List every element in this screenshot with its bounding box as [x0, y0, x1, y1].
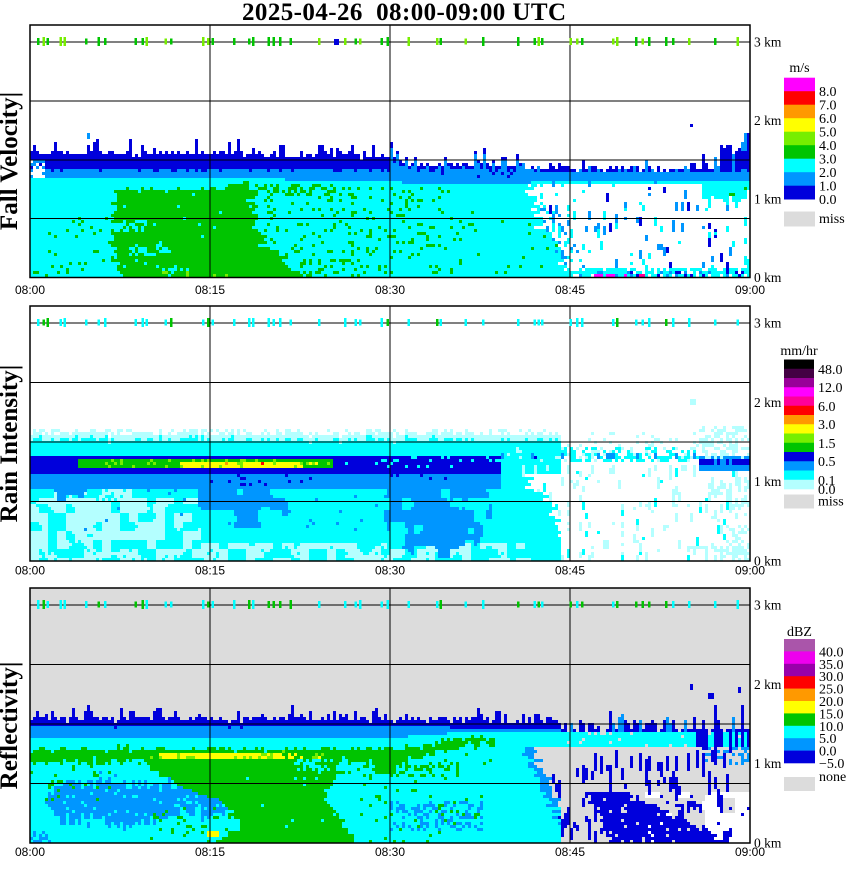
svg-text:08:00: 08:00: [15, 564, 45, 578]
svg-text:1 km: 1 km: [754, 192, 782, 207]
svg-text:25.0: 25.0: [819, 683, 844, 698]
svg-text:dBZ: dBZ: [787, 625, 812, 640]
svg-text:09:00: 09:00: [735, 564, 765, 578]
svg-text:30.0: 30.0: [819, 670, 844, 685]
svg-text:Reflectivity|: Reflectivity|: [0, 662, 23, 790]
svg-text:3 km: 3 km: [754, 316, 782, 331]
svg-text:10.0: 10.0: [819, 720, 844, 735]
svg-text:none: none: [819, 770, 846, 785]
svg-text:4.0: 4.0: [819, 139, 837, 154]
svg-text:0.5: 0.5: [818, 455, 836, 470]
svg-text:09:00: 09:00: [735, 845, 765, 859]
svg-text:08:15: 08:15: [195, 845, 225, 859]
svg-text:48.0: 48.0: [818, 363, 843, 378]
svg-text:08:00: 08:00: [15, 283, 45, 297]
svg-text:5.0: 5.0: [819, 732, 837, 747]
svg-text:0.0: 0.0: [819, 193, 837, 208]
svg-text:0.0: 0.0: [818, 483, 836, 498]
svg-text:0 km: 0 km: [754, 270, 782, 285]
svg-text:09:00: 09:00: [735, 283, 765, 297]
svg-text:35.0: 35.0: [819, 658, 844, 673]
svg-text:3 km: 3 km: [754, 598, 782, 613]
svg-text:0.0: 0.0: [819, 745, 837, 760]
svg-text:0 km: 0 km: [754, 554, 782, 569]
svg-text:Rain Intensity|: Rain Intensity|: [0, 365, 23, 523]
svg-text:7.0: 7.0: [819, 99, 837, 114]
svg-text:2 km: 2 km: [754, 395, 782, 410]
svg-text:08:45: 08:45: [555, 564, 585, 578]
svg-text:2025-04-26 08:00-09:00 UTC: 2025-04-26 08:00-09:00 UTC: [242, 0, 566, 26]
svg-text:08:45: 08:45: [555, 283, 585, 297]
svg-text:1.0: 1.0: [819, 180, 837, 195]
svg-text:miss: miss: [819, 212, 845, 227]
svg-text:5.0: 5.0: [819, 126, 837, 141]
svg-text:15.0: 15.0: [819, 707, 844, 722]
svg-text:2.0: 2.0: [819, 166, 837, 181]
svg-text:1 km: 1 km: [754, 474, 782, 489]
svg-text:08:30: 08:30: [375, 845, 405, 859]
svg-text:2 km: 2 km: [754, 113, 782, 128]
svg-text:2 km: 2 km: [754, 677, 782, 692]
svg-text:Fall Velocity|: Fall Velocity|: [0, 92, 23, 230]
svg-text:08:15: 08:15: [195, 283, 225, 297]
svg-text:08:30: 08:30: [375, 283, 405, 297]
svg-text:20.0: 20.0: [819, 695, 844, 710]
svg-text:6.0: 6.0: [818, 400, 836, 415]
svg-text:08:00: 08:00: [15, 845, 45, 859]
svg-text:3.0: 3.0: [819, 153, 837, 168]
svg-text:08:45: 08:45: [555, 845, 585, 859]
svg-text:3 km: 3 km: [754, 35, 782, 50]
svg-text:0.1: 0.1: [818, 474, 836, 489]
svg-text:0 km: 0 km: [754, 836, 782, 851]
svg-text:−5.0: −5.0: [819, 757, 844, 772]
svg-text:12.0: 12.0: [818, 381, 843, 396]
svg-text:miss: miss: [818, 495, 844, 510]
svg-text:08:15: 08:15: [195, 564, 225, 578]
svg-text:mm/hr: mm/hr: [780, 344, 818, 359]
svg-text:40.0: 40.0: [819, 645, 844, 660]
svg-text:m/s: m/s: [789, 61, 809, 76]
svg-text:1.5: 1.5: [818, 437, 836, 452]
svg-text:3.0: 3.0: [818, 418, 836, 433]
svg-text:6.0: 6.0: [819, 112, 837, 127]
svg-text:8.0: 8.0: [819, 85, 837, 100]
svg-text:1 km: 1 km: [754, 756, 782, 771]
svg-text:08:30: 08:30: [375, 564, 405, 578]
